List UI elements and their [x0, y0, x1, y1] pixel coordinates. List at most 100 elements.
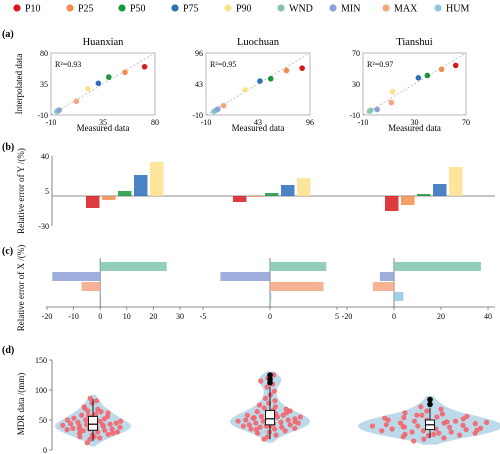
r2-label: R²=0.95 [210, 60, 236, 69]
hbar-hum [394, 292, 404, 301]
outlier-point [267, 372, 273, 378]
data-point [418, 404, 424, 410]
data-point [444, 419, 450, 425]
data-point [117, 424, 123, 430]
hbar-wnd [270, 262, 327, 271]
data-point [97, 418, 103, 424]
data-point [100, 422, 106, 428]
data-point [93, 411, 99, 417]
data-point [79, 412, 85, 418]
one-to-one-line [50, 52, 156, 116]
panel-b-ylabel: Relative error of Y /(%) [16, 148, 26, 234]
hbar-max [372, 282, 394, 291]
data-point [98, 409, 104, 415]
scatter-point-p75 [415, 75, 422, 81]
data-point [240, 423, 246, 429]
bar-p50 [118, 191, 132, 196]
hbar-wnd [394, 262, 481, 271]
data-point [389, 426, 395, 432]
data-point [436, 430, 442, 436]
outlier-point [427, 396, 433, 403]
data-point [105, 431, 111, 437]
x-tick-label: 30 [176, 312, 184, 321]
data-point [256, 402, 263, 408]
y-tick-label: 0 [43, 446, 47, 454]
data-point [292, 425, 298, 431]
outlier-point [427, 401, 433, 408]
data-point [279, 424, 285, 430]
scatter-point-p25 [122, 69, 128, 76]
y-tick-label: 35 [40, 80, 48, 89]
x-tick-label: 35 [99, 118, 107, 127]
legend-label-p25: P25 [78, 4, 94, 15]
scatter-point-p10 [452, 62, 459, 69]
scatter-frame [205, 52, 311, 116]
data-point [411, 418, 418, 424]
data-point [411, 438, 417, 444]
data-point [271, 388, 277, 394]
data-point [114, 429, 120, 435]
hbar-min [220, 272, 270, 281]
data-point [102, 427, 108, 433]
panel-d-ylabel: MDR data /(mm) [16, 373, 26, 436]
y-tick-label: -10 [349, 111, 360, 120]
scatter-point-wnd [367, 107, 374, 114]
box-iqr [88, 415, 98, 431]
data-point [258, 378, 264, 384]
scatter-point-min [56, 107, 62, 113]
x-tick-label: 0 [268, 312, 272, 321]
scatter-point-max [388, 99, 395, 106]
hbar-min [379, 272, 394, 281]
hbar-max [270, 282, 324, 291]
data-point [272, 404, 278, 410]
y-tick-label: 30 [352, 80, 360, 89]
data-point [261, 405, 267, 411]
x-tick-label: 70 [462, 118, 470, 127]
scatter-point-p75 [257, 78, 263, 84]
legend-label-wnd: WND [289, 4, 313, 15]
data-point [431, 431, 437, 437]
panel-a-xlabel: Measured data [77, 123, 130, 133]
data-point [87, 395, 93, 401]
data-point [439, 411, 445, 417]
y-tick-label: 150 [35, 356, 47, 365]
panel-label-d: (d) [2, 345, 14, 356]
bar-p10 [385, 196, 399, 211]
data-point [113, 420, 119, 426]
data-point [110, 430, 116, 436]
data-point [415, 423, 421, 429]
data-point [438, 406, 444, 412]
legend-marker-hum [434, 4, 442, 12]
y-tick-label: -10 [37, 111, 48, 120]
bar-p10 [86, 196, 100, 208]
panel-label-c: (c) [2, 246, 13, 257]
legend-label-min: MIN [341, 4, 360, 15]
data-point [424, 408, 430, 414]
x-tick-label: -20 [42, 312, 53, 321]
data-point [83, 417, 89, 423]
bar-p25 [401, 196, 415, 205]
bar-p25 [102, 196, 116, 200]
data-point [414, 412, 420, 418]
y-tick-label: 40 [41, 152, 49, 161]
legend-marker-max [382, 4, 390, 12]
bar-p50 [265, 193, 279, 196]
data-point [282, 428, 288, 434]
x-tick-label: 20 [149, 312, 157, 321]
scatter-point-max [73, 98, 80, 105]
bar-p50 [417, 194, 431, 196]
subplot-title-luochuan: Luochuan [237, 37, 280, 48]
x-tick-label: -10 [201, 118, 212, 127]
data-point [70, 425, 76, 431]
x-tick-label: 80 [151, 118, 159, 127]
x-tick-label: 43 [254, 118, 262, 127]
data-point [421, 436, 427, 442]
scatter-point-p90 [389, 88, 396, 95]
data-point [64, 417, 71, 423]
bar-p75 [433, 184, 447, 196]
legend-marker-p50 [118, 4, 126, 12]
legend-label-p50: P50 [130, 4, 146, 15]
data-point [460, 422, 466, 428]
scatter-point-p90 [85, 86, 91, 92]
data-point [283, 406, 289, 412]
